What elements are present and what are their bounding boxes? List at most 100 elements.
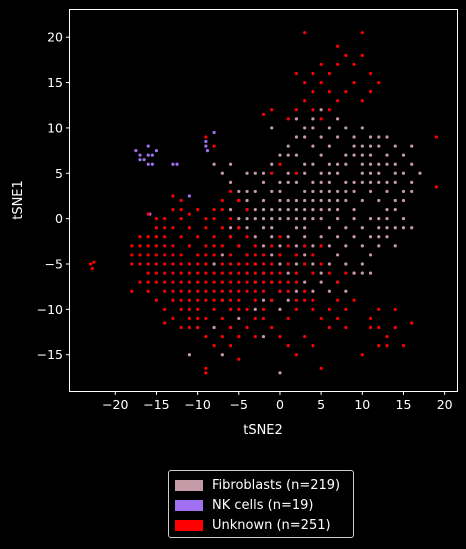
point-fibroblasts bbox=[294, 180, 299, 184]
point-unknown bbox=[261, 280, 266, 284]
point-fibroblasts bbox=[212, 325, 216, 330]
point-fibroblasts bbox=[245, 171, 249, 175]
point-fibroblasts bbox=[336, 217, 340, 221]
x-tick-label: −15 bbox=[143, 397, 169, 412]
point-fibroblasts bbox=[278, 207, 282, 212]
point-unknown bbox=[270, 280, 274, 284]
point-unknown bbox=[88, 262, 93, 266]
point-unknown bbox=[171, 194, 175, 198]
point-unknown bbox=[146, 253, 150, 257]
point-unknown bbox=[204, 298, 208, 302]
point-unknown bbox=[294, 271, 299, 275]
point-fibroblasts bbox=[303, 235, 307, 239]
point-unknown bbox=[228, 189, 233, 194]
point-unknown bbox=[220, 262, 224, 266]
point-fibroblasts bbox=[410, 162, 414, 166]
point-fibroblasts bbox=[352, 189, 356, 194]
point-unknown bbox=[368, 316, 373, 321]
point-unknown bbox=[154, 253, 159, 257]
point-fibroblasts bbox=[294, 289, 299, 293]
point-unknown bbox=[179, 280, 183, 284]
point-unknown bbox=[237, 226, 241, 230]
point-unknown bbox=[352, 298, 356, 302]
point-fibroblasts bbox=[352, 271, 356, 275]
point-nk-cells bbox=[205, 149, 210, 153]
point-fibroblasts bbox=[253, 217, 257, 221]
point-fibroblasts bbox=[228, 162, 233, 166]
point-unknown bbox=[212, 344, 216, 348]
point-fibroblasts bbox=[393, 180, 397, 184]
point-unknown bbox=[146, 262, 150, 266]
point-fibroblasts bbox=[327, 226, 331, 230]
point-fibroblasts bbox=[385, 189, 389, 194]
point-unknown bbox=[311, 307, 315, 311]
point-fibroblasts bbox=[278, 307, 282, 311]
point-unknown bbox=[92, 260, 96, 264]
point-unknown bbox=[294, 298, 299, 302]
point-unknown bbox=[171, 298, 175, 302]
point-unknown bbox=[179, 289, 183, 293]
point-unknown bbox=[187, 316, 191, 321]
point-unknown bbox=[130, 262, 134, 266]
point-fibroblasts bbox=[278, 189, 282, 194]
legend-swatch-nk-cells bbox=[175, 499, 203, 511]
point-unknown bbox=[179, 298, 183, 302]
point-fibroblasts bbox=[294, 207, 299, 212]
point-fibroblasts bbox=[270, 207, 274, 212]
point-fibroblasts bbox=[344, 244, 348, 248]
point-fibroblasts bbox=[401, 198, 406, 203]
point-fibroblasts bbox=[327, 162, 331, 166]
point-unknown bbox=[253, 334, 257, 339]
point-fibroblasts bbox=[344, 153, 348, 157]
point-unknown bbox=[154, 280, 159, 284]
y-tick-label: 20 bbox=[47, 30, 63, 45]
point-fibroblasts bbox=[352, 135, 356, 139]
point-unknown bbox=[261, 289, 266, 293]
point-unknown bbox=[294, 171, 299, 175]
point-unknown bbox=[204, 334, 208, 339]
point-unknown bbox=[146, 271, 150, 275]
point-fibroblasts bbox=[261, 207, 266, 212]
point-fibroblasts bbox=[319, 217, 323, 221]
point-unknown bbox=[327, 108, 331, 112]
point-unknown bbox=[204, 371, 208, 375]
point-unknown bbox=[204, 226, 208, 230]
point-fibroblasts bbox=[261, 244, 266, 248]
x-tick-label: −10 bbox=[184, 397, 210, 412]
point-fibroblasts bbox=[311, 217, 315, 221]
point-unknown bbox=[253, 253, 257, 257]
point-unknown bbox=[220, 198, 224, 203]
point-unknown bbox=[187, 244, 191, 248]
point-unknown bbox=[286, 262, 290, 266]
point-nk-cells bbox=[142, 158, 146, 162]
point-nk-cells bbox=[150, 162, 154, 166]
point-unknown bbox=[294, 353, 299, 357]
point-fibroblasts bbox=[327, 180, 331, 184]
point-fibroblasts bbox=[286, 180, 290, 184]
point-fibroblasts bbox=[253, 171, 257, 175]
y-tick-label: −5 bbox=[45, 257, 63, 272]
point-fibroblasts bbox=[377, 217, 381, 221]
point-unknown bbox=[237, 357, 241, 361]
point-fibroblasts bbox=[319, 108, 323, 112]
point-unknown bbox=[196, 325, 200, 330]
point-fibroblasts bbox=[368, 271, 373, 275]
point-fibroblasts bbox=[311, 162, 315, 166]
point-fibroblasts bbox=[237, 316, 241, 321]
point-unknown bbox=[245, 271, 249, 275]
point-unknown bbox=[327, 71, 331, 76]
point-fibroblasts bbox=[385, 153, 389, 157]
point-unknown bbox=[130, 253, 134, 257]
point-fibroblasts bbox=[368, 180, 373, 184]
point-fibroblasts bbox=[319, 189, 323, 194]
point-unknown bbox=[179, 217, 183, 221]
point-unknown bbox=[196, 316, 200, 321]
point-nk-cells bbox=[187, 194, 191, 198]
point-unknown bbox=[294, 280, 299, 284]
point-fibroblasts bbox=[336, 117, 340, 121]
point-unknown bbox=[278, 235, 282, 239]
point-fibroblasts bbox=[336, 207, 340, 212]
point-unknown bbox=[303, 99, 307, 103]
point-fibroblasts bbox=[336, 253, 340, 257]
